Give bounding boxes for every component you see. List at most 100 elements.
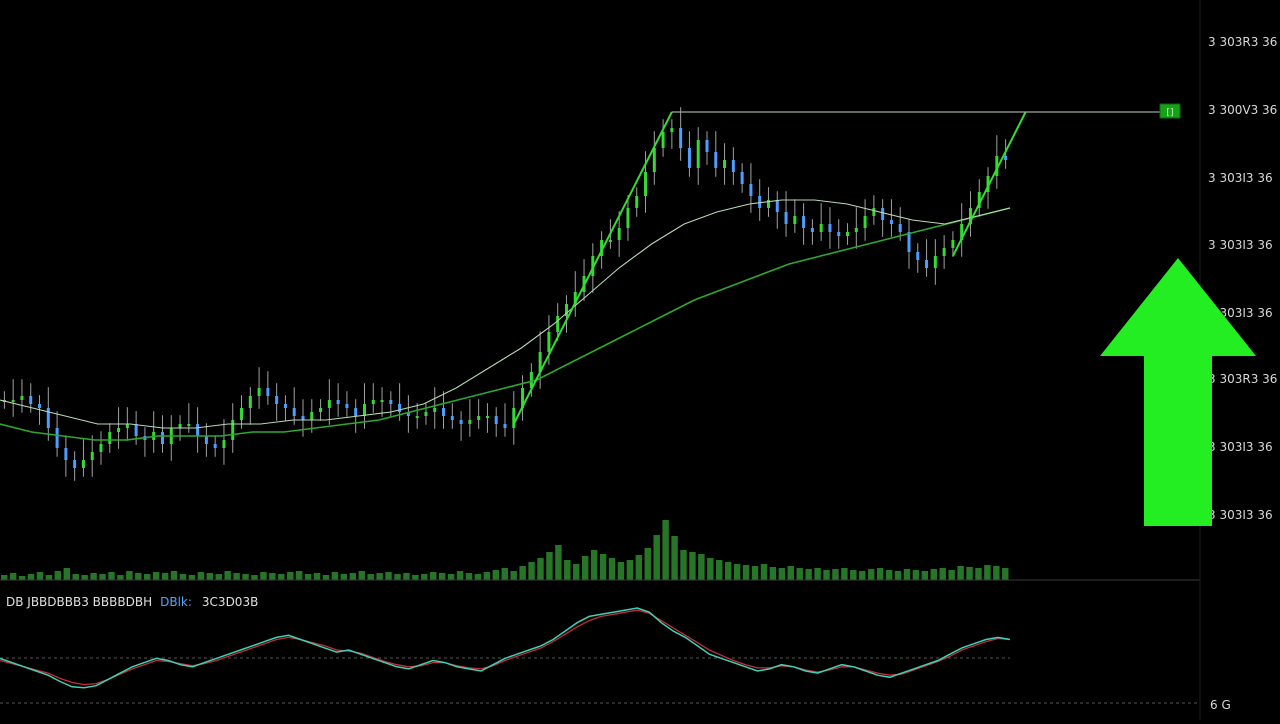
candle-body xyxy=(20,396,24,400)
trend-line-breakout xyxy=(952,111,1027,257)
candle-body xyxy=(547,332,551,352)
volume-bar xyxy=(18,576,26,580)
volume-bar xyxy=(564,560,571,580)
volume-bar xyxy=(760,564,768,580)
volume-bar xyxy=(394,574,401,580)
volume-bar xyxy=(707,558,714,580)
candle-body xyxy=(696,140,700,168)
candle-body xyxy=(160,432,164,444)
candle-body xyxy=(81,460,85,468)
volume-bar xyxy=(108,572,115,580)
volume-bar xyxy=(823,570,830,580)
candle-body xyxy=(108,432,112,444)
candle-body xyxy=(204,436,208,444)
candle-body xyxy=(960,224,964,240)
candle-body xyxy=(687,148,691,168)
volume-bar xyxy=(447,574,455,580)
volume-bar xyxy=(716,560,723,580)
candle-body xyxy=(222,440,226,448)
volume-bar xyxy=(144,574,151,580)
candle-body xyxy=(345,404,349,408)
candle-body xyxy=(301,416,305,420)
volume-bar xyxy=(304,574,312,580)
volume-bar xyxy=(170,571,178,580)
price-tick-label: 3 303R3 36 xyxy=(1208,372,1277,386)
volume-bar xyxy=(867,569,875,580)
candle-body xyxy=(872,208,876,216)
volume-bar xyxy=(555,545,562,580)
volume-bar xyxy=(608,558,616,580)
indicator-signal-line xyxy=(0,609,1011,686)
volume-bar xyxy=(224,571,231,580)
volume-bar xyxy=(179,574,187,580)
candle-body xyxy=(916,252,920,260)
volume-bar xyxy=(742,565,750,580)
candle-body xyxy=(117,428,121,432)
volume-bar xyxy=(27,574,35,580)
candle-body xyxy=(661,132,665,148)
candle-body xyxy=(240,408,244,420)
price-marker-box xyxy=(1159,103,1181,119)
candle-body xyxy=(266,388,270,396)
candle-body xyxy=(714,152,718,168)
candle-body xyxy=(468,420,472,424)
candle-body xyxy=(802,216,806,228)
volume-bar xyxy=(1002,568,1009,580)
candle-body xyxy=(766,200,770,208)
candle-body xyxy=(90,452,94,460)
volume-bar xyxy=(36,572,44,580)
candle-body xyxy=(371,400,375,404)
candle-body xyxy=(819,224,823,232)
candlesticks xyxy=(2,107,1008,481)
volume-bar xyxy=(278,574,285,580)
candle-body xyxy=(644,172,648,196)
candle-body xyxy=(635,196,639,208)
volume-bar xyxy=(492,570,500,580)
candle-body xyxy=(933,256,937,268)
volume-bar xyxy=(269,573,276,580)
candle-body xyxy=(362,404,366,416)
candle-body xyxy=(793,216,797,224)
volume-bar xyxy=(617,562,625,580)
candle-body xyxy=(327,400,331,408)
trend-line-rally xyxy=(512,111,673,425)
volume-bar xyxy=(519,566,526,580)
volume-bar xyxy=(698,554,705,580)
volume-bar xyxy=(215,574,222,580)
candle-body xyxy=(29,396,33,404)
volume-bar xyxy=(885,570,893,580)
volume-bar xyxy=(841,568,848,580)
candle-body xyxy=(459,420,463,424)
volume-bar xyxy=(966,567,973,580)
volume-bar xyxy=(242,574,249,580)
candle-body xyxy=(881,208,885,220)
price-tick-label: 3 303I3 36 xyxy=(1208,238,1273,252)
volume-bar xyxy=(778,568,786,580)
volume-bar xyxy=(295,571,303,580)
volume-bar xyxy=(126,571,133,580)
volume-bar xyxy=(510,571,517,580)
candle-body xyxy=(187,424,191,426)
candle-body xyxy=(38,404,42,408)
candle-body xyxy=(529,372,533,388)
moving-averages xyxy=(0,199,1011,441)
candle-body xyxy=(11,400,15,402)
candle-body xyxy=(433,408,437,412)
volume-bar xyxy=(948,570,955,580)
candle-body xyxy=(310,412,314,420)
candle-body xyxy=(898,224,902,232)
candle-body xyxy=(925,260,929,268)
volume-bar xyxy=(939,568,946,580)
volume-bar xyxy=(787,566,794,580)
volume-bar xyxy=(626,560,634,580)
volume-bar xyxy=(814,568,821,580)
candle-body xyxy=(846,232,850,236)
volume-bar xyxy=(117,575,124,580)
indicator-panel: DB JBBDBBB3 BBBBDBH DBlk: 3C3D03B 6 G xyxy=(0,595,1231,712)
volume-bar xyxy=(501,568,508,580)
candle-body xyxy=(670,128,674,132)
candle-body xyxy=(740,172,744,184)
volume-bar xyxy=(233,573,240,580)
